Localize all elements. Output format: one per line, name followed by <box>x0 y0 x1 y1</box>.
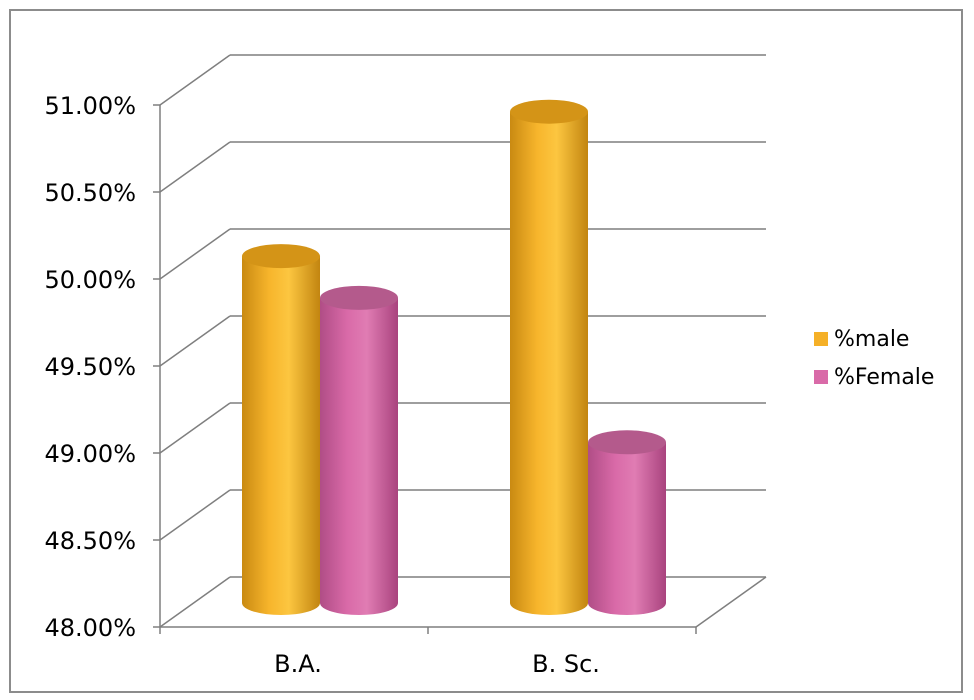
bar-top <box>588 430 666 455</box>
bar-body <box>588 442 666 615</box>
gridline-side <box>159 489 231 541</box>
bar-top <box>510 99 588 124</box>
y-tick-label: 51.00% <box>44 92 136 120</box>
bar-female-1 <box>320 285 398 615</box>
axis-labels: 48.00% 48.50% 49.00% 49.50% 50.00% 50.50% 51.0… <box>44 92 599 678</box>
gridline-side <box>159 141 231 193</box>
bar-male-1 <box>242 244 320 615</box>
legend-swatch-male <box>814 332 828 346</box>
gridline-side <box>159 315 231 367</box>
bar-female-2 <box>588 430 666 615</box>
gridline-side <box>159 228 231 280</box>
y-tick-label: 50.50% <box>44 179 136 207</box>
bar-body <box>320 297 398 615</box>
legend-item-female: %Female <box>814 358 934 396</box>
bar-male-2 <box>510 99 588 615</box>
bars <box>242 99 666 615</box>
chart-frame <box>9 9 963 693</box>
bar-top <box>320 285 398 310</box>
legend: %male %Female <box>814 320 934 396</box>
x-tick-label: B.A. <box>274 650 322 678</box>
y-tick-label: 49.00% <box>44 440 136 468</box>
bar-body <box>242 256 320 615</box>
y-tick-label: 48.00% <box>44 614 136 642</box>
bar-top <box>242 244 320 269</box>
gridline-side <box>159 402 231 454</box>
floor-right-edge <box>695 576 767 628</box>
gridline-side <box>159 54 231 106</box>
y-tick-label: 50.00% <box>44 266 136 294</box>
y-tick-label: 48.50% <box>44 527 136 555</box>
legend-label-male: %male <box>834 326 910 352</box>
axes <box>153 104 767 634</box>
legend-item-male: %male <box>814 320 934 358</box>
x-tick-label: B. Sc. <box>532 650 600 678</box>
legend-label-female: %Female <box>834 364 935 390</box>
y-tick-label: 49.50% <box>44 353 136 381</box>
bar-body <box>510 111 588 615</box>
gridline-side <box>159 576 231 628</box>
legend-swatch-female <box>814 370 828 384</box>
